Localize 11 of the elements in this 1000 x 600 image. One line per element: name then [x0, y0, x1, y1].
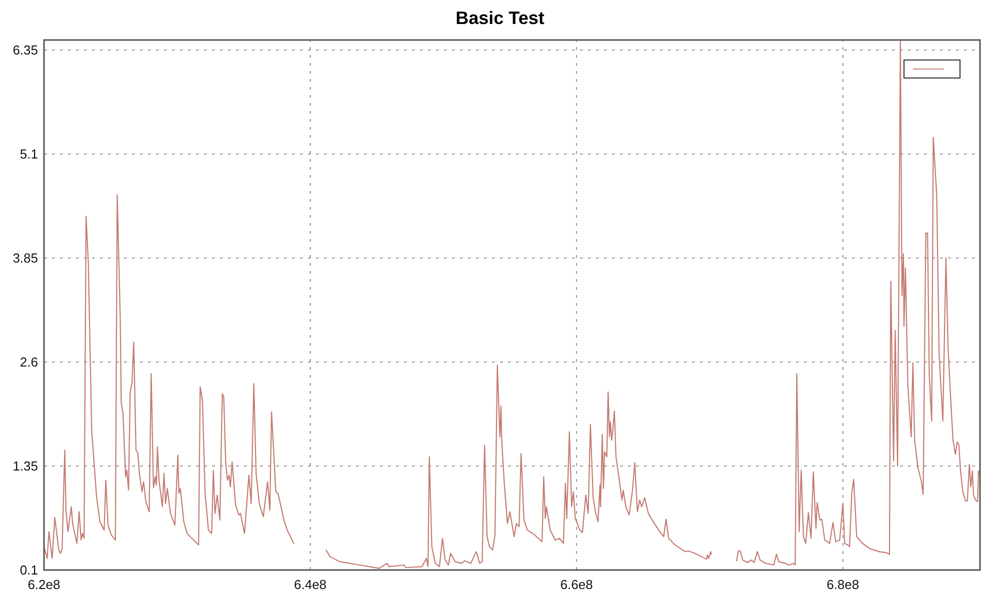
- y-tick-label: 0.1: [20, 562, 38, 578]
- x-tick-label: 6.4e8: [294, 577, 327, 592]
- chart-title: Basic Test: [456, 8, 544, 28]
- x-tick-label: 6.6e8: [560, 577, 593, 592]
- y-tick-label: 1.35: [12, 458, 38, 474]
- y-tick-label: 3.85: [12, 250, 38, 266]
- x-tick-label: 6.8e8: [826, 577, 860, 592]
- y-tick-label: 2.6: [20, 354, 38, 370]
- y-tick-label: 5.1: [20, 146, 38, 162]
- y-tick-label: 6.35: [12, 42, 38, 58]
- x-tick-label: 6.2e8: [28, 577, 60, 592]
